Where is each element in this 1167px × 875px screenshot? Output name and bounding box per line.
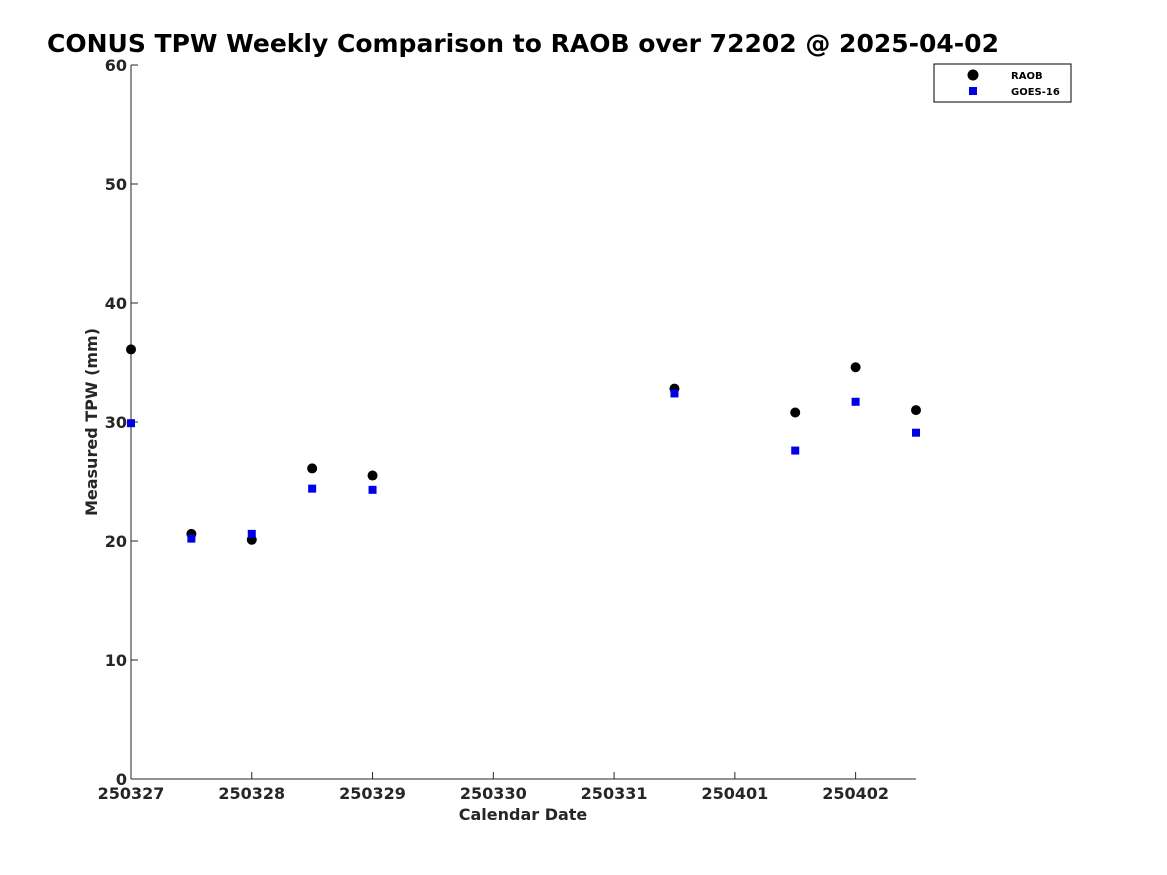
goes-16-point xyxy=(912,428,920,437)
legend-box xyxy=(933,63,1072,103)
raob-point xyxy=(911,405,921,416)
raob-point xyxy=(790,407,801,418)
y-axis-label: Measured TPW (mm) xyxy=(82,328,101,516)
x-axis-ticks: 250327 250328 250329 250330 250331 250401 2504… xyxy=(98,772,889,803)
x-tick-label: 250328 xyxy=(218,784,285,803)
y-tick-label: 10 xyxy=(105,651,127,670)
legend-raob-marker xyxy=(967,69,979,81)
x-tick-label: 250329 xyxy=(339,784,406,803)
chart-title: CONUS TPW Weekly Comparison to RAOB over… xyxy=(47,29,999,58)
x-tick-label: 250327 xyxy=(98,784,165,803)
goes-16-point xyxy=(127,419,135,428)
y-tick-label: 40 xyxy=(105,294,127,313)
x-tick-label: 250330 xyxy=(460,784,527,803)
goes-16-point xyxy=(368,485,377,494)
legend: RAOB GOES-16 xyxy=(933,63,1072,103)
x-tick-label: 250401 xyxy=(701,784,768,803)
raob-point xyxy=(850,362,861,373)
goes-16-point xyxy=(308,484,317,493)
goes-16-point xyxy=(791,446,800,455)
raob-point xyxy=(126,344,136,355)
raob-point xyxy=(367,470,378,481)
series-goes-16 xyxy=(127,389,920,543)
legend-raob-label: RAOB xyxy=(1011,71,1043,82)
y-axis-ticks: 0 10 20 30 40 50 60 xyxy=(105,56,138,789)
y-tick-label: 20 xyxy=(105,532,127,551)
goes-16-point xyxy=(670,389,679,398)
goes-16-point xyxy=(187,534,196,543)
goes-16-point xyxy=(247,529,256,538)
x-tick-label: 250402 xyxy=(822,784,889,803)
raob-point xyxy=(307,463,318,474)
series-raob xyxy=(126,344,921,545)
y-tick-label: 50 xyxy=(105,175,127,194)
plot-axes xyxy=(130,65,916,780)
legend-goes-marker xyxy=(969,87,977,95)
x-axis-label: Calendar Date xyxy=(459,805,588,824)
y-tick-label: 30 xyxy=(105,413,127,432)
data-points xyxy=(126,344,921,545)
y-tick-label: 0 xyxy=(116,770,127,789)
x-tick-label: 250331 xyxy=(581,784,648,803)
y-tick-label: 60 xyxy=(105,56,127,75)
goes-16-point xyxy=(851,397,860,406)
legend-goes-label: GOES-16 xyxy=(1011,87,1060,98)
